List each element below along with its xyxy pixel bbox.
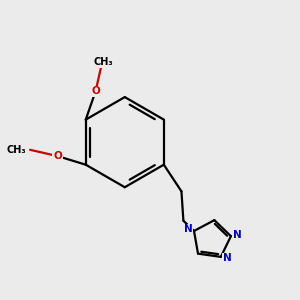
Text: N: N — [233, 230, 242, 240]
Text: N: N — [223, 254, 232, 263]
Text: N: N — [184, 224, 193, 234]
Text: O: O — [53, 151, 62, 161]
Text: CH₃: CH₃ — [7, 145, 26, 155]
Text: O: O — [91, 86, 100, 96]
Text: CH₃: CH₃ — [94, 57, 113, 68]
